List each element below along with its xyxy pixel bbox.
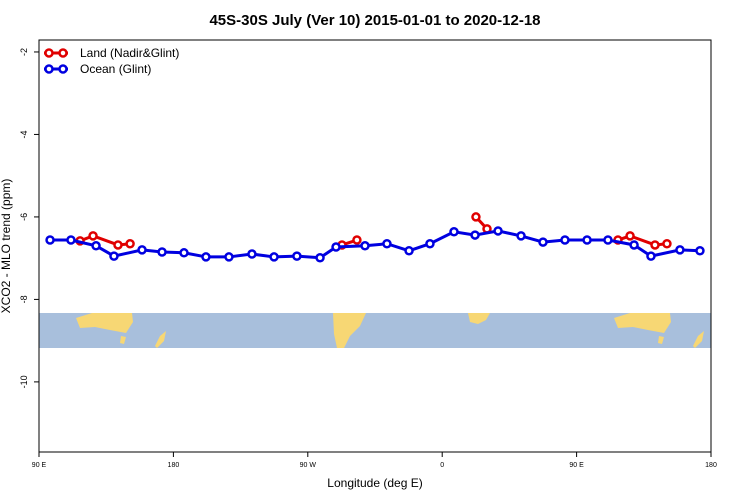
point — [91, 241, 101, 251]
point — [470, 230, 480, 240]
legend-marker — [44, 48, 54, 58]
point — [179, 248, 189, 258]
legend-marker — [58, 48, 68, 58]
x-tick-label: 90 W — [300, 462, 317, 469]
point — [560, 235, 570, 245]
x-tick-label: 90 E — [569, 462, 584, 469]
x-axis-label: Longitude (deg E) — [327, 476, 422, 490]
y-tick-label: -4 — [19, 130, 29, 138]
point — [247, 249, 257, 259]
point — [625, 231, 635, 241]
map-strip — [39, 313, 711, 348]
x-tick-label: 180 — [705, 462, 717, 469]
point — [449, 227, 459, 237]
point — [425, 238, 435, 249]
point — [269, 252, 279, 262]
chart-title: 45S-30S July (Ver 10) 2015-01-01 to 2020… — [209, 12, 540, 29]
point — [538, 237, 548, 247]
legend-label: Land (Nadir&Glint) — [80, 46, 179, 60]
point — [315, 253, 325, 263]
point — [157, 247, 167, 257]
y-axis-label: XCO2 - MLO trend (ppm) — [0, 179, 13, 314]
point — [109, 251, 119, 261]
point — [662, 238, 672, 249]
legend-label: Ocean (Glint) — [80, 62, 151, 76]
legend-marker — [44, 64, 54, 74]
series-line — [79, 215, 668, 247]
x-tick-label: 90 E — [32, 462, 47, 469]
point — [582, 235, 592, 245]
point — [629, 240, 639, 250]
point — [292, 251, 302, 261]
point — [471, 212, 481, 222]
y-tick-label: -2 — [19, 48, 29, 56]
point — [603, 235, 613, 245]
plot-frame — [38, 39, 712, 453]
point — [125, 238, 135, 249]
point — [382, 238, 392, 249]
x-tick-label: 0 — [440, 462, 444, 469]
x-tick-label: 180 — [168, 462, 180, 469]
point — [360, 241, 370, 251]
point — [66, 235, 76, 245]
point — [516, 231, 526, 241]
point — [646, 251, 656, 261]
point — [331, 242, 341, 252]
y-tick-label: -8 — [19, 295, 29, 303]
legend-marker — [58, 64, 68, 74]
point — [404, 245, 414, 256]
point — [113, 240, 123, 250]
point — [88, 231, 98, 241]
series-line — [50, 229, 701, 260]
ocean-band — [39, 313, 711, 348]
point — [137, 245, 147, 255]
y-tick-label: -10 — [19, 375, 29, 388]
point — [45, 235, 55, 245]
point — [493, 226, 503, 236]
point — [695, 245, 705, 256]
y-tick-label: -6 — [19, 213, 29, 221]
point — [352, 235, 362, 245]
point — [675, 245, 685, 255]
point — [650, 240, 660, 250]
point — [224, 252, 234, 262]
point — [201, 252, 211, 262]
land-shapes — [76, 313, 704, 348]
